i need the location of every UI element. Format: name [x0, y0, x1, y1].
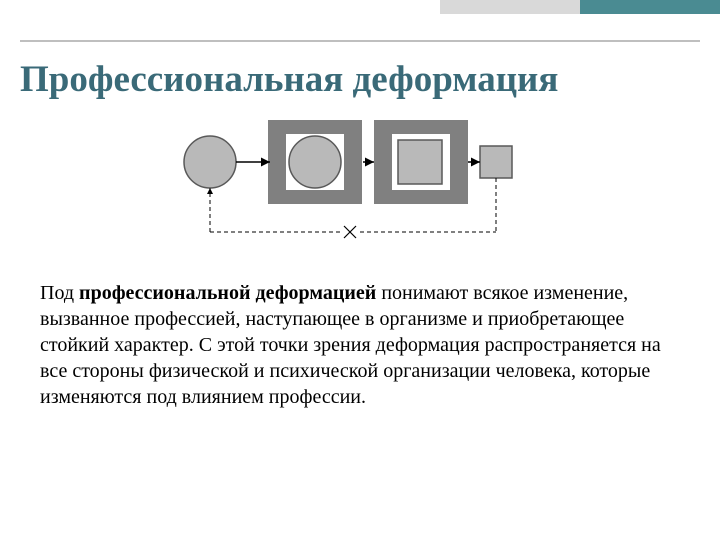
page-title: Профессиональная деформация — [20, 58, 700, 101]
accent-bars — [440, 0, 720, 14]
title-divider — [20, 40, 700, 42]
body-bold: профессиональной деформацией — [79, 282, 376, 304]
body-lead: Под — [40, 282, 79, 304]
accent-bar-teal — [580, 0, 720, 14]
accent-bar-gray — [440, 0, 580, 14]
process-diagram — [150, 120, 570, 260]
body-paragraph: Под профессиональной деформацией понимаю… — [40, 280, 680, 410]
